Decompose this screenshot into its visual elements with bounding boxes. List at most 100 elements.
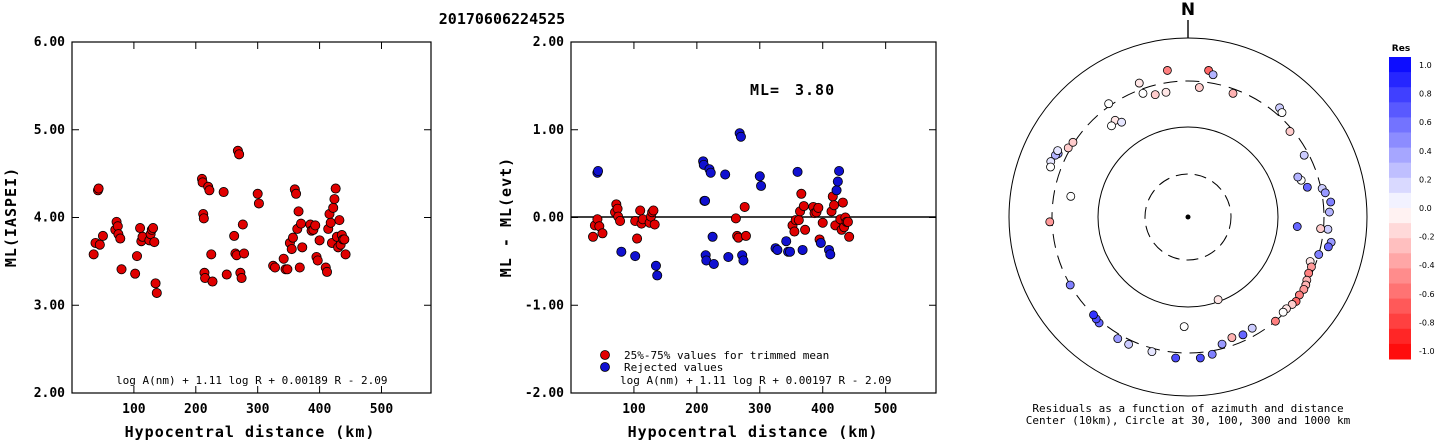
- station-residual-point: [1302, 182, 1312, 192]
- trimmed-point: [829, 200, 840, 211]
- colorbar-cell: [1389, 208, 1411, 224]
- rejected-point: [754, 171, 765, 182]
- legend-marker-rejected: [600, 362, 610, 372]
- colorbar-cell: [1389, 223, 1411, 239]
- ml-point: [97, 230, 108, 241]
- colorbar-label: 0.6: [1419, 118, 1432, 127]
- ml-point: [312, 255, 323, 266]
- station-residual-point: [1217, 339, 1227, 349]
- ml-point: [148, 223, 159, 234]
- station-residual-point: [1117, 117, 1127, 127]
- ml-point: [270, 262, 281, 273]
- station-residual-point: [1150, 90, 1160, 100]
- ring-30km: [1144, 173, 1232, 261]
- ml-point: [325, 217, 336, 228]
- station-residual-point: [1107, 121, 1116, 131]
- rejected-point: [650, 260, 661, 271]
- ml-point: [218, 187, 229, 198]
- ml-point: [237, 219, 248, 230]
- ml-point: [229, 230, 240, 241]
- ml-point: [131, 251, 142, 262]
- station-residual-point: [1277, 108, 1287, 118]
- station-residual-point: [1134, 78, 1144, 88]
- ml-point: [339, 234, 350, 245]
- station-residual-point: [1213, 295, 1223, 305]
- residual-formula: log A(nm) + 1.11 log R + 0.00197 R - 2.0…: [620, 374, 892, 387]
- colorbar-cell: [1389, 57, 1411, 73]
- ml-point: [329, 194, 340, 205]
- rejected-point: [616, 246, 627, 257]
- station-residual-point: [1228, 88, 1238, 98]
- trimmed-point: [739, 201, 750, 212]
- legend-marker-trimmed: [600, 350, 610, 360]
- ml-point: [149, 237, 160, 248]
- ml-x-tick-label: 200: [184, 402, 208, 417]
- trimmed-point: [789, 226, 800, 237]
- station-residual-point: [1194, 83, 1204, 92]
- ml-point: [294, 262, 305, 273]
- station-residual-point: [1325, 207, 1334, 217]
- residual-x-tick-label: 400: [811, 402, 835, 417]
- ml-point: [151, 287, 162, 298]
- ml-value: 3.80: [795, 81, 835, 99]
- ml-point: [291, 188, 302, 199]
- residual-y-tick-label: 2.00: [533, 35, 564, 50]
- colorbar-cell: [1389, 147, 1411, 164]
- ml-point: [221, 269, 232, 280]
- ml-point: [328, 202, 339, 213]
- ml-point: [236, 273, 247, 284]
- station-residual-point: [1323, 224, 1333, 234]
- residual-x-tick-label: 300: [748, 402, 772, 417]
- ml-point: [116, 264, 127, 275]
- ml-point: [198, 213, 209, 224]
- colorbar-cell: [1389, 117, 1411, 133]
- rejected-point: [705, 167, 716, 178]
- residual-colorbar: Res 1.0 0.8 0.6 0.4 0.2 0.0 -0.2 -0.4 -0.6 -0.8 -1…: [1389, 44, 1435, 360]
- ml-point: [150, 278, 161, 289]
- colorbar-label: 0.8: [1419, 90, 1432, 99]
- ml-y-tick-label: 6.00: [34, 35, 65, 50]
- ml-x-tick-label: 500: [370, 402, 394, 417]
- station-residual-point: [1278, 307, 1288, 317]
- ml-y-tick-label: 5.00: [34, 123, 65, 138]
- trimmed-point: [800, 224, 811, 235]
- ring-100km: [1097, 126, 1279, 308]
- trimmed-point: [588, 231, 599, 242]
- north-label: N: [1181, 0, 1195, 20]
- residual-y-tick-label: 1.00: [533, 123, 564, 138]
- rejected-point: [792, 166, 803, 177]
- colorbar-cell: [1389, 298, 1411, 315]
- station-residual-point: [1113, 334, 1123, 344]
- rejected-point: [630, 251, 641, 262]
- ml-point: [340, 249, 351, 260]
- rejected-point: [781, 236, 792, 247]
- ml-point: [287, 232, 298, 243]
- colorbar-label: 0.4: [1419, 147, 1432, 156]
- trimmed-point: [793, 215, 804, 226]
- ml-y-tick-label: 2.00: [34, 386, 65, 401]
- colorbar-cell: [1389, 132, 1411, 149]
- station-residual-point: [1314, 250, 1324, 259]
- station-residual-point: [1068, 137, 1078, 147]
- station-residual-point: [1207, 349, 1217, 359]
- colorbar-label: -0.8: [1419, 318, 1435, 327]
- trimmed-point: [817, 217, 828, 228]
- trimmed-point: [648, 205, 659, 216]
- ml-point: [93, 183, 104, 194]
- station-residual-point: [1208, 70, 1218, 80]
- colorbar-cell: [1389, 192, 1411, 209]
- trimmed-point: [632, 233, 643, 244]
- ml-point: [88, 249, 99, 260]
- residual-x-tick-label: 500: [874, 402, 898, 417]
- ml-point: [278, 253, 289, 264]
- station-residual-point: [1065, 280, 1075, 290]
- station-residual-point: [1161, 87, 1171, 97]
- rejected-point: [832, 176, 843, 187]
- trimmed-point: [730, 213, 741, 224]
- ml-residual-chart: 100 200 300 400 500 -2.00 -1.00 0.00 1.00 2.00 ML…: [497, 35, 937, 441]
- station-residual-point: [1285, 127, 1295, 136]
- rejected-point: [756, 180, 767, 191]
- ml-point: [322, 266, 333, 277]
- colorbar-cell: [1389, 102, 1411, 118]
